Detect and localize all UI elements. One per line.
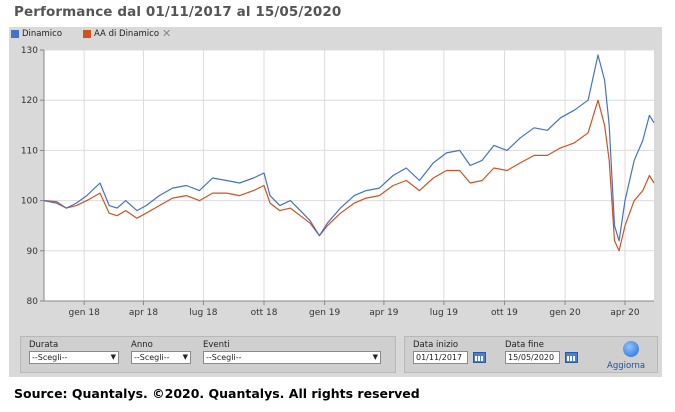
legend-label-aa-dinamico: AA di Dinamico: [94, 29, 160, 39]
filter-bar: Durata --Scegli-- ▼ Anno --Scegli-- ▼ Ev…: [20, 336, 396, 373]
chevron-down-icon: ▼: [110, 353, 116, 361]
calendar-icon[interactable]: [473, 352, 486, 363]
plot-area: [44, 50, 654, 301]
eventi-select[interactable]: --Scegli-- ▼: [203, 351, 381, 364]
legend-swatch-dinamico: [11, 30, 19, 38]
y-tick-label: 90: [27, 247, 39, 257]
legend-item-dinamico[interactable]: Dinamico: [11, 29, 62, 39]
data-inizio-label: Data inizio: [413, 340, 459, 350]
chevron-down-icon: ▼: [372, 353, 378, 361]
y-tick-label: 110: [21, 146, 38, 156]
x-tick-label: apr 20: [610, 308, 640, 318]
durata-label: Durata: [29, 340, 59, 350]
series-group: [43, 54, 655, 252]
y-tick-label: 100: [21, 197, 38, 207]
anno-select[interactable]: --Scegli-- ▼: [131, 351, 191, 364]
series-line-dinamico: [43, 54, 655, 242]
eventi-label: Eventi: [203, 340, 230, 350]
x-tick-label: ott 19: [491, 308, 518, 318]
data-fine-input[interactable]: 15/05/2020: [505, 351, 560, 364]
legend-item-aa-dinamico[interactable]: AA di Dinamico ✕: [83, 27, 172, 40]
legend-swatch-aa-dinamico: [83, 30, 91, 38]
series-line-aa-di-dinamico: [43, 99, 655, 252]
legend-label-dinamico: Dinamico: [22, 29, 63, 39]
x-tick-label: apr 19: [369, 308, 399, 318]
y-axis: 80 90 100 110 120 130: [21, 46, 45, 307]
anno-value: --Scegli--: [134, 353, 170, 362]
x-tick-label: gen 19: [309, 308, 341, 318]
refresh-icon[interactable]: [623, 341, 639, 357]
x-tick-label: lug 19: [430, 308, 459, 318]
durata-select[interactable]: --Scegli-- ▼: [29, 351, 119, 364]
y-tick-label: 120: [21, 96, 38, 106]
eventi-value: --Scegli--: [206, 353, 242, 362]
x-tick-label: apr 18: [129, 308, 159, 318]
close-icon[interactable]: ✕: [162, 27, 172, 40]
y-tick-label: 80: [27, 297, 39, 307]
x-tick-label: lug 18: [189, 308, 218, 318]
data-fine-label: Data fine: [505, 340, 544, 350]
data-inizio-input[interactable]: 01/11/2017: [413, 351, 468, 364]
aggiorna-button[interactable]: Aggiorna: [607, 361, 646, 371]
x-tick-label: gen 20: [549, 308, 581, 318]
x-tick-label: gen 18: [69, 308, 101, 318]
x-tick-label: ott 18: [251, 308, 278, 318]
source-caption: Source: Quantalys. ©2020. Quantalys. All…: [14, 386, 420, 401]
y-tick-label: 130: [21, 46, 38, 56]
calendar-icon[interactable]: [565, 352, 578, 363]
anno-label: Anno: [131, 340, 153, 350]
page-title: Performance dal 01/11/2017 al 15/05/2020: [14, 4, 342, 20]
date-bar: Data inizio 01/11/2017 Data fine 15/05/2…: [404, 336, 658, 373]
chevron-down-icon: ▼: [182, 353, 188, 361]
durata-value: --Scegli--: [32, 353, 68, 362]
x-axis: gen 18 apr 18 lug 18 ott 18 gen 19 apr 19 lug …: [44, 300, 654, 318]
